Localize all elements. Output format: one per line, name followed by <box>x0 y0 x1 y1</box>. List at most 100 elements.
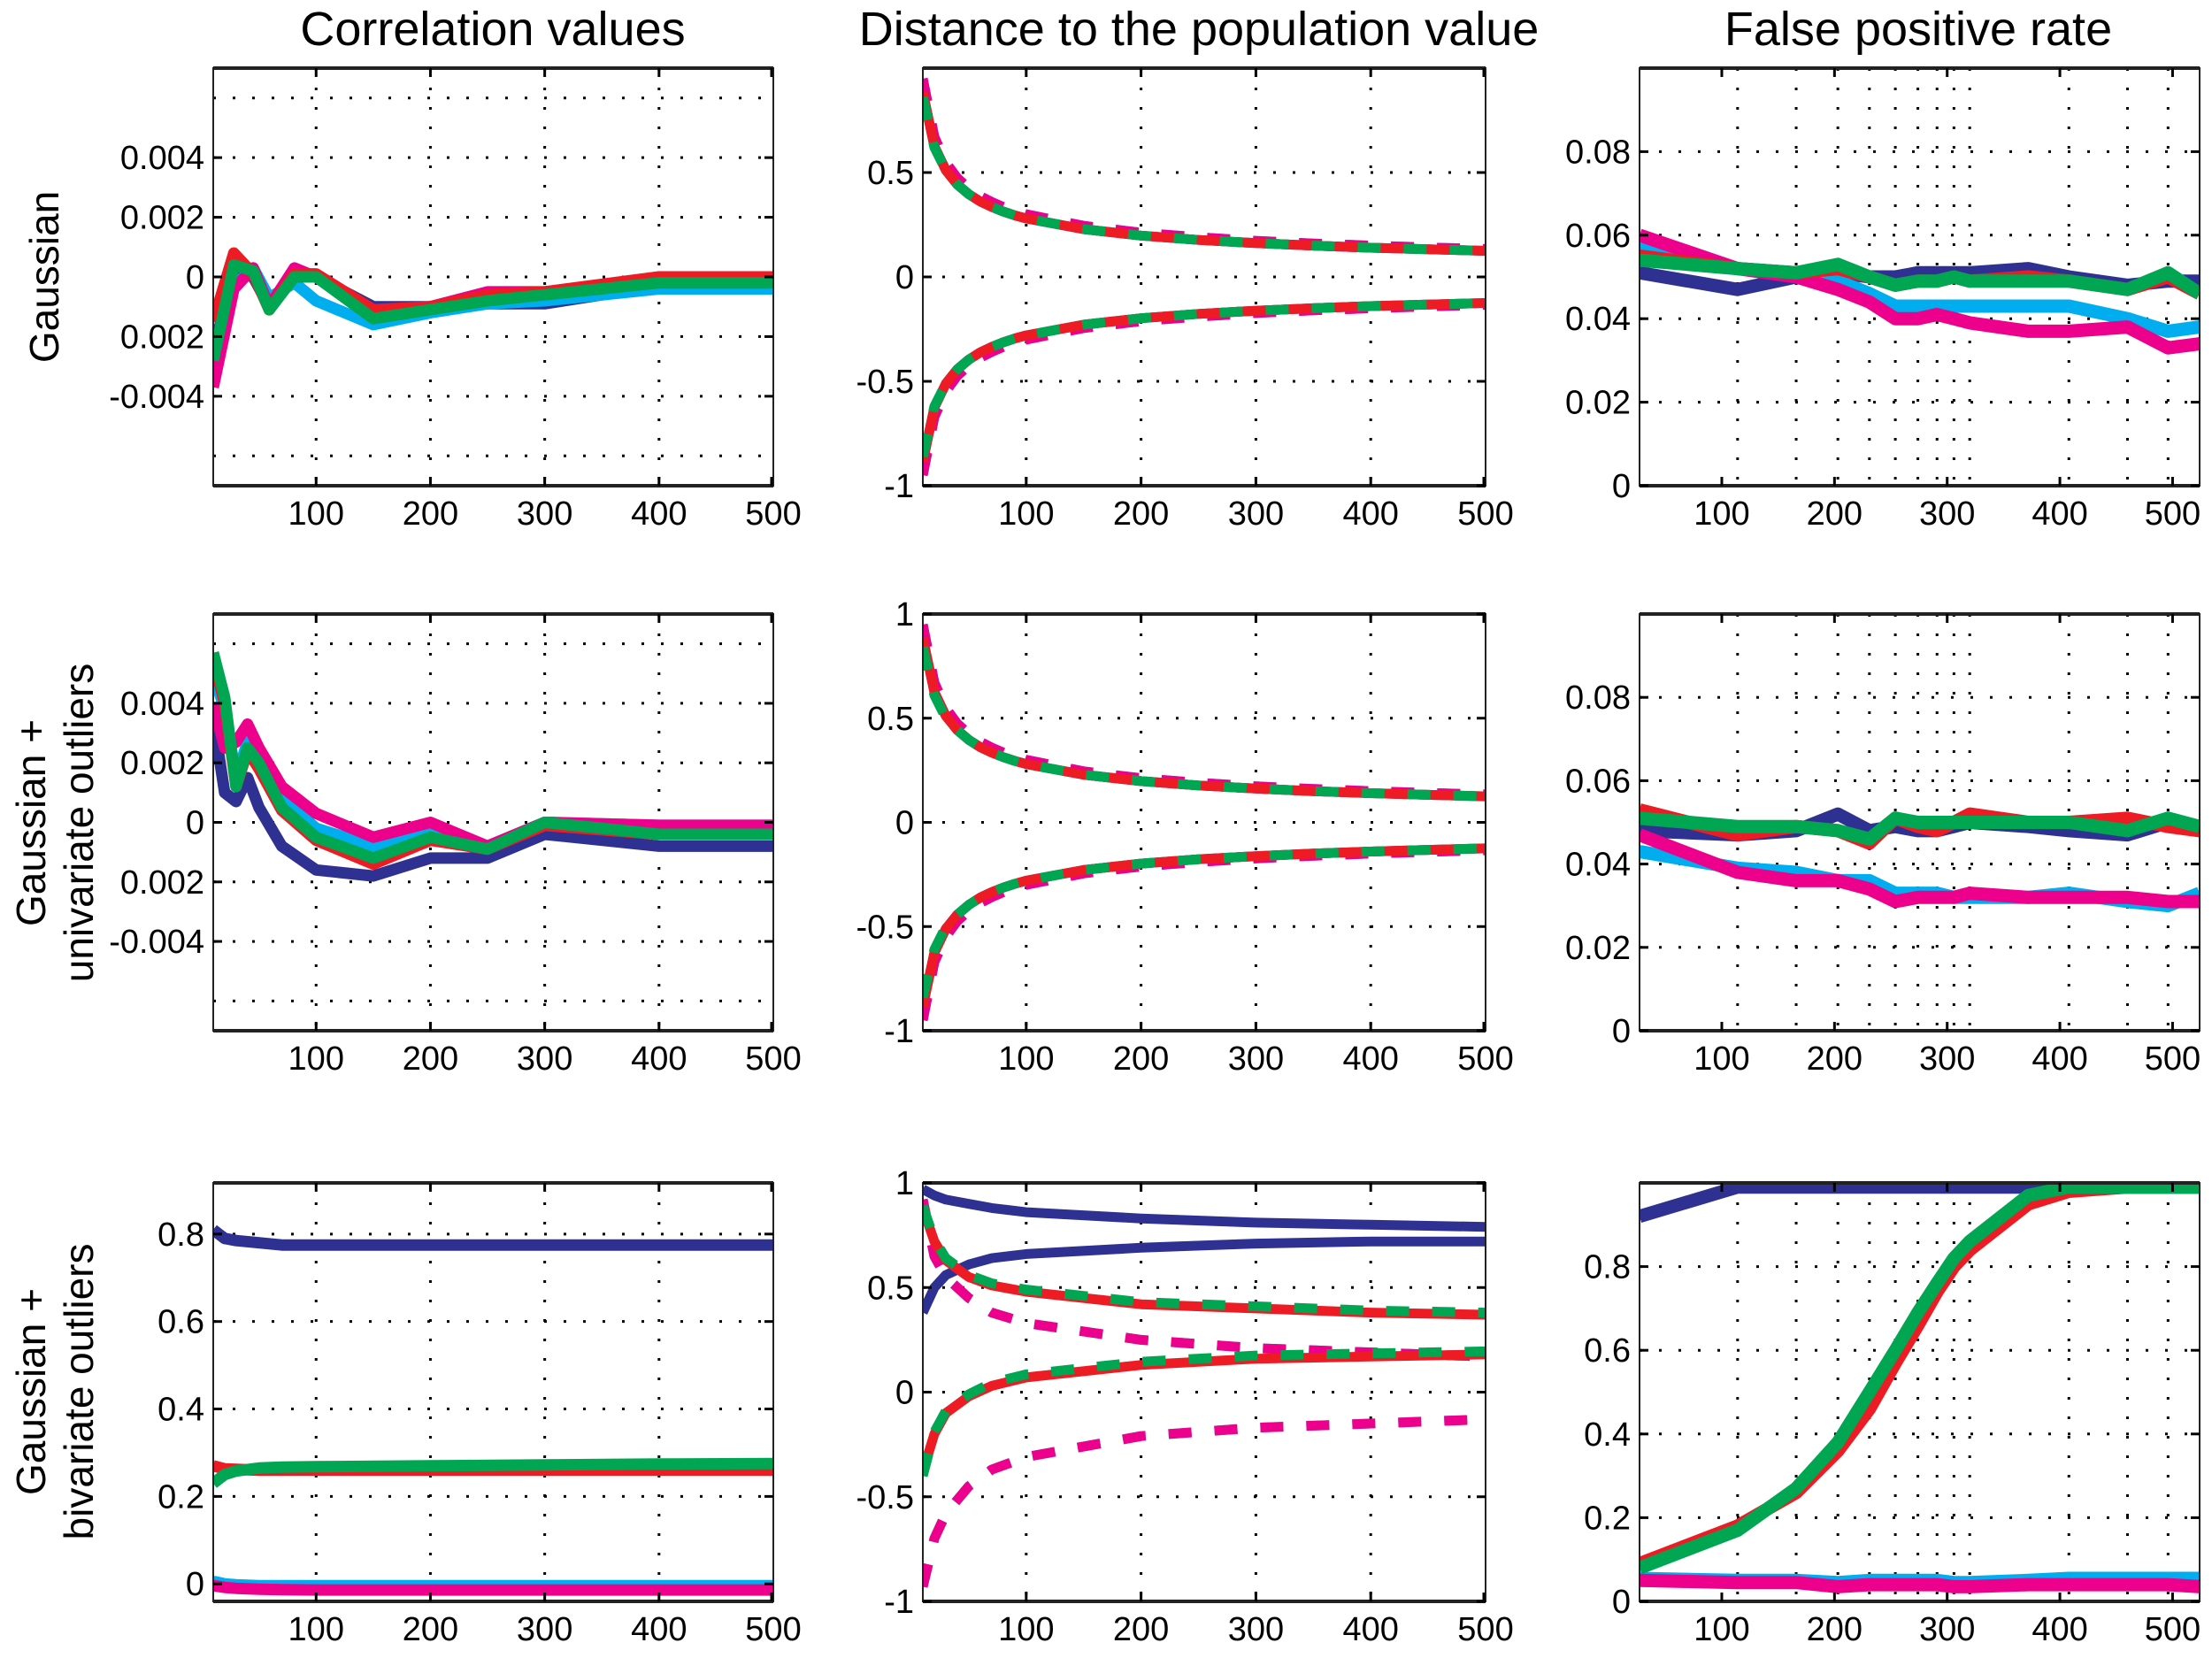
x-tick-label: 200 <box>1113 1611 1169 1648</box>
series-line <box>923 843 1486 1009</box>
series-group <box>923 77 1486 477</box>
x-tick-label: 500 <box>1457 495 1513 533</box>
y-tick-label: -1 <box>884 468 914 505</box>
y-tick-label: 0 <box>1612 468 1631 505</box>
series-line <box>923 300 1486 477</box>
x-tick-label: 500 <box>745 1611 801 1648</box>
series-line <box>923 298 1486 464</box>
series-line <box>923 90 1486 256</box>
panel-r0-c1: 100 200 300 400 500 0.5 0 -0.5 -1 <box>856 66 1514 533</box>
y-tick-label: 0.06 <box>1565 763 1631 800</box>
series-line <box>923 843 1486 1009</box>
series-line <box>923 298 1486 464</box>
grid <box>923 1183 1486 1601</box>
x-tick-label: 500 <box>2145 1040 2200 1078</box>
series-line <box>923 298 1486 458</box>
panel-r1-c1: 100 200 300 400 500 1 0.5 0 -0.5 -1 <box>856 596 1514 1078</box>
x-tick-label: 400 <box>631 1040 687 1078</box>
y-tick-label: 0.6 <box>1584 1332 1631 1370</box>
grid <box>923 614 1486 1031</box>
x-tick-label: 300 <box>1919 1611 1975 1648</box>
y-tick-label: 0.002 <box>120 200 204 237</box>
series-line <box>923 1185 1486 1232</box>
y-tick-label: 0.4 <box>157 1392 204 1429</box>
series-line <box>923 845 1486 1022</box>
column-title-distance-to-population: Distance to the population value <box>858 3 1540 56</box>
series-group <box>923 623 1486 1022</box>
y-tick-label: 1 <box>895 1165 914 1202</box>
x-tick-label: 400 <box>2032 1040 2087 1078</box>
y-tick-label: 0.002 <box>120 745 204 782</box>
x-tick-label: 100 <box>998 495 1054 533</box>
y-tick-label: 0.004 <box>120 686 204 723</box>
y-tick-label: 0.002 <box>120 864 204 902</box>
series-group <box>1640 803 2200 913</box>
y-tick-label: 0.6 <box>157 1304 204 1341</box>
y-tick-label: -0.004 <box>109 924 204 961</box>
x-tick-label: 200 <box>1807 1040 1863 1078</box>
x-tick-label: 300 <box>517 1611 572 1648</box>
y-tick-label: 0 <box>895 805 914 842</box>
x-tick-label: 100 <box>1694 495 1749 533</box>
panel-r2-c2: 100 200 300 400 500 0.8 0.6 0.4 0.2 0 <box>1584 1181 2200 1648</box>
series-line <box>923 843 1486 999</box>
series-line <box>923 1346 1486 1478</box>
series-line <box>213 1579 773 1596</box>
x-tick-label: 500 <box>2145 495 2200 533</box>
x-tick-label: 300 <box>1919 495 1975 533</box>
x-tick-label: 500 <box>2145 1611 2200 1648</box>
panel-r2-c0: 100 200 300 400 500 0.8 0.6 0.4 0.2 0 <box>157 1181 802 1648</box>
x-tick-label: 200 <box>1807 1611 1863 1648</box>
y-tick-label: 0 <box>186 1566 204 1603</box>
x-tick-label: 100 <box>1694 1040 1749 1078</box>
y-tick-label: 0.004 <box>120 140 204 177</box>
y-tick-label: -0.5 <box>856 1479 914 1516</box>
series-group <box>923 1185 1486 1588</box>
series-line <box>1640 1183 2200 1570</box>
series-line <box>1640 811 2200 846</box>
y-tick-label: 0.04 <box>1565 847 1631 884</box>
series-line <box>923 300 1486 477</box>
x-tick-label: 300 <box>1228 495 1284 533</box>
x-tick-label: 500 <box>745 495 801 533</box>
x-tick-label: 100 <box>288 495 344 533</box>
series-line <box>213 651 773 864</box>
y-tick-label: -1 <box>884 1013 914 1050</box>
series-line <box>923 623 1486 800</box>
y-tick-label: 0.2 <box>1584 1500 1631 1537</box>
series-group <box>213 247 773 389</box>
y-tick-label: 0.5 <box>867 701 914 738</box>
y-tick-label: 0 <box>1612 1013 1631 1050</box>
x-tick-label: 400 <box>2032 1611 2087 1648</box>
x-tick-label: 500 <box>1457 1611 1513 1648</box>
series-line <box>213 1457 773 1488</box>
y-tick-label: 0 <box>895 259 914 296</box>
y-tick-label: 0.04 <box>1565 301 1631 338</box>
series-line <box>923 77 1486 254</box>
panel-r1-c2: 100 200 300 400 500 0.08 0.06 0.04 0.02 0 <box>1565 612 2200 1078</box>
y-tick-label: 0.8 <box>1584 1249 1631 1286</box>
y-tick-label: 0.4 <box>1584 1416 1631 1454</box>
series-line <box>1640 253 2200 300</box>
x-tick-label: 300 <box>517 495 572 533</box>
grid <box>923 68 1486 486</box>
panel-r2-c1: 100 200 300 400 500 1 0.5 0 -0.5 -1 <box>856 1165 1514 1648</box>
series-line <box>1640 1573 2200 1593</box>
series-line <box>923 636 1486 802</box>
y-tick-label: -0.004 <box>109 379 204 416</box>
x-tick-label: 200 <box>403 1611 458 1648</box>
x-tick-label: 200 <box>1113 1040 1169 1078</box>
y-tick-label: 0.02 <box>1565 385 1631 422</box>
x-tick-label: 400 <box>1343 1040 1399 1078</box>
series-group <box>213 1224 773 1596</box>
x-tick-label: 100 <box>998 1611 1054 1648</box>
axes-box <box>922 613 1486 1032</box>
series-line <box>213 259 773 362</box>
series-line <box>923 1236 1486 1315</box>
panel-r0-c2: 100 200 300 400 500 0.08 0.06 0.04 0.02 0 <box>1565 66 2200 533</box>
x-tick-label: 300 <box>1228 1611 1284 1648</box>
series-line <box>923 1349 1486 1474</box>
panel-r1-c0: 100 200 300 400 500 0.004 0.002 0 0.002 -0.004 <box>109 612 802 1078</box>
x-tick-label: 400 <box>1343 1611 1399 1648</box>
